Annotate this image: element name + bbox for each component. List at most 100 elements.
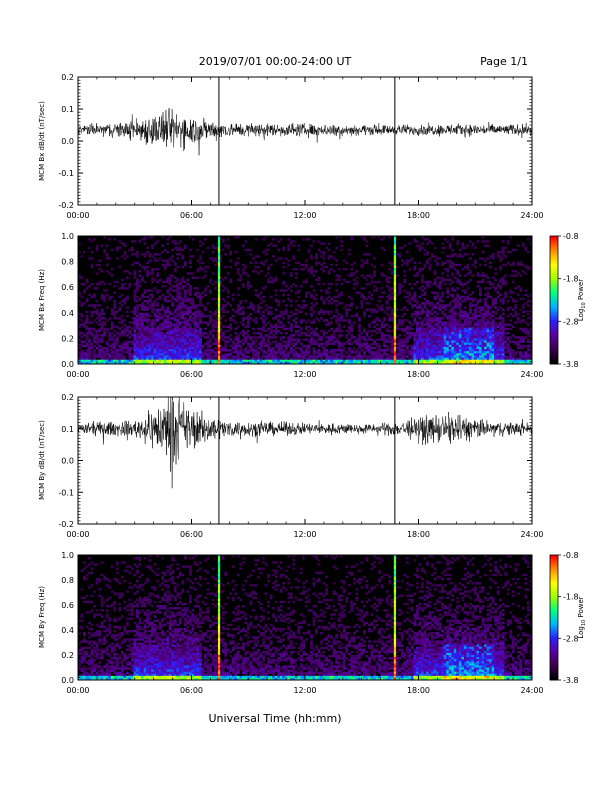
spectrogram-cell: [120, 344, 124, 348]
spectrogram-cell: [403, 278, 407, 282]
spectrogram-cell: [151, 255, 154, 258]
spectrogram-cell: [133, 334, 137, 337]
spectrogram-cell: [330, 361, 334, 365]
spectrogram-cell: [143, 329, 147, 333]
spectrogram-cell: [516, 261, 520, 265]
spectrogram-cell: [461, 361, 465, 365]
spectrogram-cell: [471, 319, 475, 322]
spectrogram-cell: [423, 351, 427, 354]
spectrogram-cell: [173, 351, 177, 354]
spectrogram-cell: [259, 344, 263, 348]
spectrogram-cell: [443, 325, 447, 329]
spectrogram-cell: [302, 280, 306, 284]
spectrogram-cell: [378, 357, 381, 361]
spectrogram-cell: [292, 355, 296, 358]
spectrogram-cell: [274, 323, 278, 326]
spectrogram-cell: [292, 344, 296, 348]
spectrogram-cell: [146, 265, 149, 269]
spectrogram-cell: [188, 248, 192, 252]
spectrogram-cell: [337, 346, 341, 350]
spectrogram-cell: [143, 342, 147, 346]
spectrogram-cell: [239, 353, 243, 356]
spectrogram-cell: [130, 253, 134, 256]
spectrogram-cell: [433, 353, 437, 356]
spectrogram-cell: [108, 272, 112, 275]
spectrogram-cell: [307, 248, 311, 252]
spectrogram-cell: [146, 302, 149, 305]
spectrogram-cell: [83, 353, 86, 356]
spectrogram-cell: [206, 323, 210, 326]
spectrogram-cell: [211, 250, 215, 254]
spectrogram-cell: [181, 349, 185, 352]
spectrogram-cell: [98, 359, 101, 363]
spectrogram-cell: [501, 338, 505, 341]
spectrogram-cell: [113, 353, 117, 356]
spectrogram-cell: [494, 321, 497, 324]
spectrogram-cell: [466, 321, 470, 324]
spectrogram-cell: [431, 355, 434, 358]
spectrogram-cell: [398, 253, 402, 256]
spectrogram-cell: [302, 353, 306, 356]
spectrogram-cell: [204, 359, 207, 363]
spectrogram-cell: [294, 323, 298, 326]
spectrogram-cell: [274, 259, 278, 262]
spectrogram-cell: [224, 310, 228, 314]
spectrogram-cell: [236, 340, 240, 343]
spectrogram-cell: [85, 357, 89, 361]
spectrogram-cell: [254, 261, 258, 265]
spectrogram-cell: [292, 268, 296, 271]
spectrogram-cell: [433, 310, 437, 314]
spectrogram-cell: [176, 334, 180, 337]
spectrogram-cell: [443, 304, 447, 307]
spectrogram-cell: [385, 308, 389, 311]
spectrogram-cell: [110, 336, 114, 339]
spectrogram-cell: [221, 325, 225, 329]
spectrogram-cell: [90, 334, 94, 337]
spectrogram-cell: [330, 268, 334, 271]
spectrogram-cell: [423, 355, 427, 358]
spectrogram-cell: [479, 336, 482, 339]
spectrogram-cell: [302, 263, 306, 267]
spectrogram-cell: [423, 317, 427, 320]
spectrogram-cell: [93, 304, 96, 307]
spectrogram-cell: [141, 327, 144, 331]
spectrogram-cell: [448, 323, 452, 326]
spectrogram-cell: [188, 285, 192, 288]
spectrogram-cell: [191, 334, 195, 337]
spectrogram-cell: [380, 325, 384, 329]
spectrogram-cell: [181, 280, 185, 284]
spectrogram-cell: [481, 342, 485, 346]
spectrogram-cell: [383, 349, 387, 352]
spectrogram-cell: [103, 346, 107, 350]
spectrogram-cell: [441, 334, 445, 337]
spectrogram-cell: [413, 355, 417, 358]
spectrogram-cell: [133, 270, 137, 273]
spectrogram-cell: [168, 323, 172, 326]
spectrogram-cell: [519, 274, 523, 277]
spectrogram-cell: [229, 349, 233, 352]
spectrogram-cell: [171, 289, 175, 292]
spectrogram-cell: [431, 344, 434, 348]
spectrogram-cell: [365, 240, 369, 243]
spectrogram-cell: [262, 359, 265, 363]
spectrogram-cell: [385, 361, 389, 365]
spectrogram-cell: [305, 327, 308, 331]
spectrogram-cell: [211, 259, 215, 262]
spectrogram-cell: [105, 357, 109, 361]
spectrogram-cell: [383, 310, 387, 314]
spectrogram-cell: [466, 355, 470, 358]
spectrogram-cell: [196, 276, 200, 279]
spectrogram-cell: [194, 338, 197, 341]
spectrogram-cell: [95, 282, 99, 286]
spike-column: [217, 344, 221, 348]
spectrogram-cell: [342, 259, 346, 262]
spectrogram-cell: [78, 338, 81, 341]
spectrogram-cell: [320, 355, 323, 358]
spectrogram-cell: [400, 357, 404, 361]
spectrogram-cell: [456, 336, 460, 339]
spectrogram-cell: [486, 346, 490, 350]
spectrogram-cell: [85, 278, 89, 282]
spectrogram-cell: [441, 312, 445, 316]
spectrogram-cell: [448, 334, 452, 337]
spectrogram-cell: [350, 351, 354, 354]
